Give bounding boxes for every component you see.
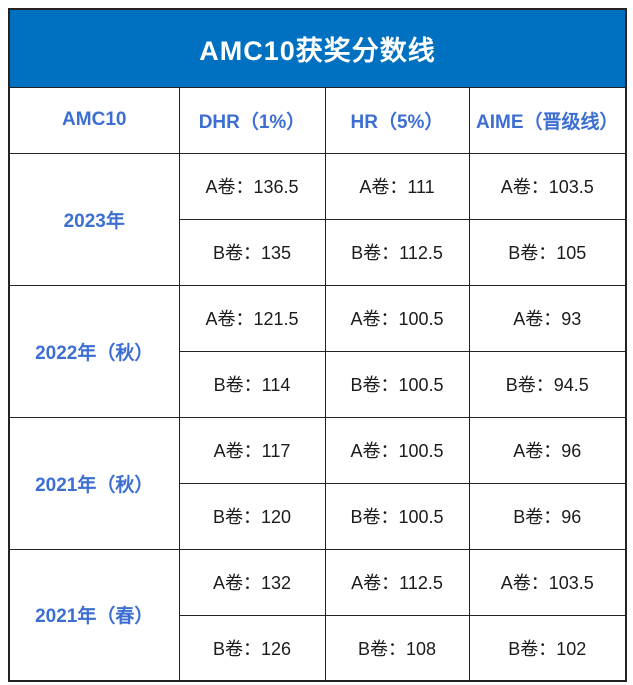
score-cell-2021fall-aime-b: B卷：96 xyxy=(468,482,627,550)
score-cell-2023-aime-a: A卷：103.5 xyxy=(468,152,627,220)
score-cell-2021fall-hr-b: B卷：100.5 xyxy=(324,482,470,550)
table-row-2022fall-b: B卷：114 B卷：100.5 B卷：94.5 xyxy=(9,350,627,418)
table-row-2023-a: 2023年 A卷：136.5 A卷：111 A卷：103.5 xyxy=(8,152,627,286)
score-cell-2023-aime-b: B卷：105 xyxy=(468,218,627,286)
score-cell-2021spring-hr-b: B卷：108 xyxy=(324,614,470,682)
score-cell-2021fall-hr-a: A卷：100.5 xyxy=(324,416,470,484)
table-title: AMC10获奖分数线 xyxy=(199,35,436,66)
score-cell-2023-hr-b: B卷：112.5 xyxy=(324,218,470,286)
title-row: AMC10获奖分数线 xyxy=(8,8,627,88)
year-cell-2023: 2023年 xyxy=(8,152,180,286)
table-row-2022fall-a: 2022年（秋） A卷：121.5 A卷：100.5 A卷：93 xyxy=(8,284,627,418)
column-header-hr: HR（5%） xyxy=(324,86,470,154)
table-row-2021spring-a: 2021年（春） A卷：132 A卷：112.5 A卷：103.5 xyxy=(8,548,627,682)
score-cell-2021spring-aime-b: B卷：102 xyxy=(468,614,627,682)
amc10-score-table: AMC10获奖分数线 AMC10 DHR（1%） HR（5%） AIME（晋级线… xyxy=(8,8,628,682)
score-cell-2022fall-hr-a: A卷：100.5 xyxy=(324,284,470,352)
year-cell-2022-fall: 2022年（秋） xyxy=(8,284,180,418)
score-cell-2022fall-dhr-b: B卷：114 xyxy=(178,350,326,418)
table-row-2021fall-a: 2021年（秋） A卷：117 A卷：100.5 A卷：96 xyxy=(8,416,627,550)
table-row-2021spring-b: B卷：126 B卷：108 B卷：102 xyxy=(9,614,627,682)
column-header-dhr: DHR（1%） xyxy=(178,86,326,154)
score-cell-2021fall-aime-a: A卷：96 xyxy=(468,416,627,484)
score-cell-2022fall-aime-a: A卷：93 xyxy=(468,284,627,352)
score-cell-2022fall-dhr-a: A卷：121.5 xyxy=(178,284,326,352)
score-cell-2022fall-aime-b: B卷：94.5 xyxy=(468,350,627,418)
score-cell-2023-dhr-a: A卷：136.5 xyxy=(178,152,326,220)
table-row-2023-b: B卷：135 B卷：112.5 B卷：105 xyxy=(9,218,627,286)
table-title-banner: AMC10获奖分数线 xyxy=(8,8,627,88)
column-header-amc10: AMC10 xyxy=(8,86,180,154)
score-cell-2022fall-hr-b: B卷：100.5 xyxy=(324,350,470,418)
score-cell-2023-hr-a: A卷：111 xyxy=(324,152,470,220)
score-cell-2021spring-aime-a: A卷：103.5 xyxy=(468,548,627,616)
score-cell-2021fall-dhr-a: A卷：117 xyxy=(178,416,326,484)
year-cell-2021-fall: 2021年（秋） xyxy=(8,416,180,550)
score-cell-2021fall-dhr-b: B卷：120 xyxy=(178,482,326,550)
year-cell-2021-spring: 2021年（春） xyxy=(8,548,180,682)
score-cell-2021spring-hr-a: A卷：112.5 xyxy=(324,548,470,616)
column-header-aime: AIME（晋级线） xyxy=(468,86,627,154)
score-cell-2023-dhr-b: B卷：135 xyxy=(178,218,326,286)
score-cell-2021spring-dhr-a: A卷：132 xyxy=(178,548,326,616)
score-cell-2021spring-dhr-b: B卷：126 xyxy=(178,614,326,682)
table-row-2021fall-b: B卷：120 B卷：100.5 B卷：96 xyxy=(9,482,627,550)
header-row: AMC10 DHR（1%） HR（5%） AIME（晋级线） xyxy=(8,86,627,154)
